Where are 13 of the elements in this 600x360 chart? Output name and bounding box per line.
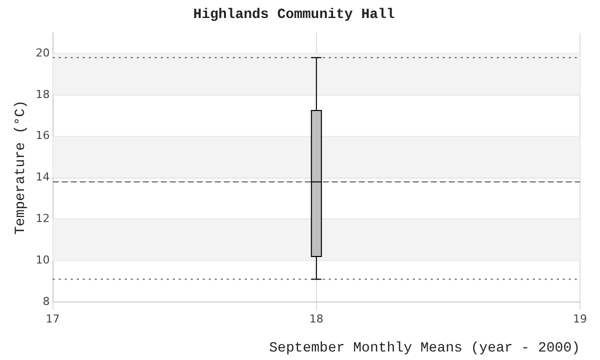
chart-title: Highlands Community Hall bbox=[193, 6, 395, 23]
y-tick-label: 16 bbox=[36, 129, 50, 142]
y-tick-label: 18 bbox=[36, 88, 50, 101]
x-tick-label: 18 bbox=[309, 312, 324, 326]
y-axis-title: Temperature (°C) bbox=[13, 100, 30, 235]
y-tick-label: 20 bbox=[36, 46, 50, 60]
y-tick-label: 8 bbox=[42, 294, 50, 308]
y-tick-label: 10 bbox=[36, 253, 50, 266]
x-axis-title: September Monthly Means (year - 2000) bbox=[269, 340, 580, 356]
y-tick-label: 12 bbox=[36, 212, 50, 226]
y-tick-label: 14 bbox=[36, 170, 50, 184]
x-tick-label: 17 bbox=[46, 312, 60, 326]
x-tick-label: 19 bbox=[573, 312, 587, 326]
